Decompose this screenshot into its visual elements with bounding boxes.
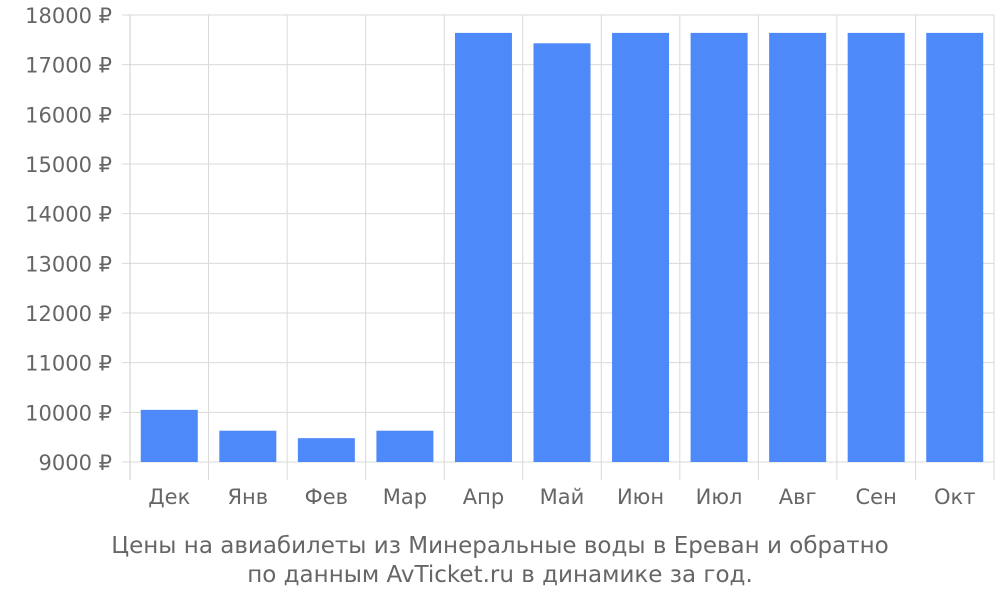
x-tick-label: Окт	[934, 485, 975, 509]
x-tick-label: Мар	[383, 485, 427, 509]
x-tick-label: Май	[540, 485, 585, 509]
bar	[612, 32, 670, 462]
x-tick-label: Фев	[305, 485, 348, 509]
bar	[769, 32, 827, 462]
y-tick-label: 15000 ₽	[25, 153, 112, 177]
price-bar-chart: 9000 ₽ 10000 ₽ 11000 ₽ 12000 ₽ 13000 ₽ 14000 …	[25, 4, 995, 509]
x-tick-label: Апр	[463, 485, 504, 509]
x-tick-label: Дек	[148, 485, 190, 509]
x-tick-label: Июн	[617, 485, 664, 509]
y-tick-label: 14000 ₽	[25, 203, 112, 227]
y-tick-label: 13000 ₽	[25, 252, 112, 276]
y-tick-label: 10000 ₽	[25, 401, 112, 425]
bar	[926, 32, 984, 462]
bar	[454, 32, 512, 462]
x-tick-label: Июл	[696, 485, 743, 509]
bar	[297, 438, 355, 462]
bar	[140, 409, 198, 462]
y-tick-label: 18000 ₽	[25, 4, 112, 28]
y-tick-label: 17000 ₽	[25, 54, 112, 78]
x-tick-label: Сен	[856, 485, 897, 509]
bar	[533, 43, 591, 463]
chart-caption-line-2: по данным AvTicket.ru в динамике за год.	[247, 562, 753, 588]
chart-caption-line-1: Цены на авиабилеты из Минеральные воды в…	[111, 533, 889, 559]
y-tick-label: 11000 ₽	[25, 352, 112, 376]
bar	[690, 32, 748, 462]
bar	[219, 430, 277, 462]
y-tick-label: 12000 ₽	[25, 302, 112, 326]
bar	[376, 430, 434, 462]
bar	[847, 32, 905, 462]
x-tick-label: Янв	[227, 485, 268, 509]
x-tick-label: Авг	[779, 485, 817, 509]
y-tick-label: 9000 ₽	[39, 451, 112, 475]
y-tick-label: 16000 ₽	[25, 103, 112, 127]
